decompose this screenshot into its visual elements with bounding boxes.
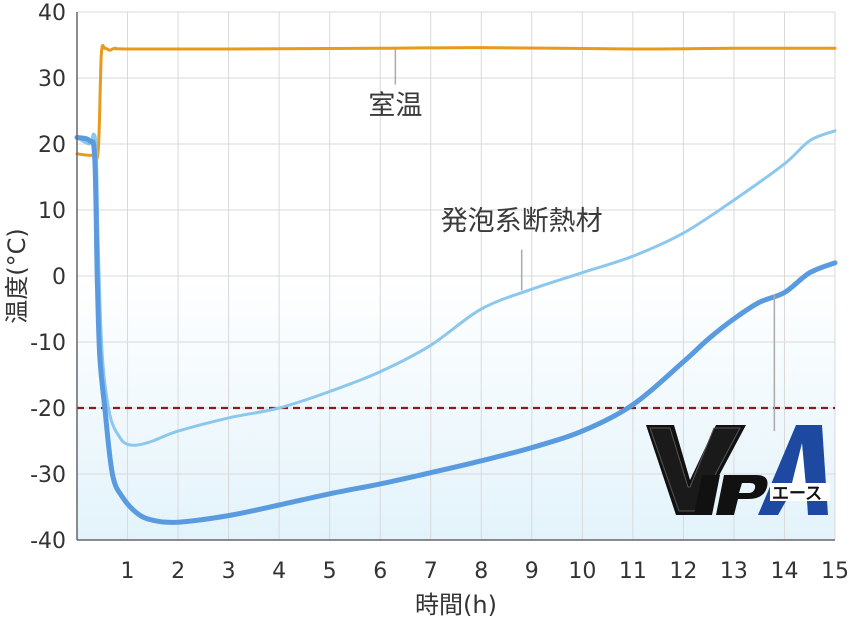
x-tick-label: 13 — [720, 559, 748, 584]
x-tick-label: 2 — [171, 559, 185, 584]
x-tick-label: 8 — [474, 559, 488, 584]
y-tick-label: 30 — [38, 67, 66, 92]
y-tick-label: -40 — [30, 529, 66, 554]
y-tick-label: 10 — [38, 199, 66, 224]
x-tick-label: 14 — [770, 559, 798, 584]
x-tick-label: 9 — [525, 559, 539, 584]
y-tick-label: -30 — [30, 463, 66, 488]
y-tick-label: 20 — [38, 133, 66, 158]
series-layer — [74, 44, 838, 525]
y-axis-label: 温度(°C) — [3, 228, 31, 323]
y-tick-label: -20 — [30, 397, 66, 422]
y-tick-label: 40 — [38, 1, 66, 26]
x-tick-label: 5 — [323, 559, 337, 584]
annotation-room-temp: 室温 — [368, 90, 422, 121]
x-tick-label: 1 — [121, 559, 135, 584]
x-tick-label: 6 — [373, 559, 387, 584]
x-tick-label: 15 — [821, 559, 849, 584]
y-tick-label: -10 — [30, 331, 66, 356]
svg-text:エース: エース — [772, 484, 822, 504]
x-tick-label: 4 — [272, 559, 286, 584]
annotations: 室温 発泡系断熱材 — [368, 48, 776, 432]
x-tick-label: 10 — [568, 559, 596, 584]
x-axis-label: 時間(h) — [415, 591, 497, 619]
vip-ace-logo: エース — [646, 425, 830, 515]
series-line-vip-ace — [74, 134, 838, 525]
annotation-foam-insulation: 発泡系断熱材 — [441, 206, 603, 237]
x-tick-label: 7 — [424, 559, 438, 584]
x-tick-label: 12 — [669, 559, 697, 584]
x-tick-label: 3 — [222, 559, 236, 584]
y-tick-label: 0 — [52, 265, 66, 290]
x-tick-label: 11 — [619, 559, 647, 584]
series-line-room-temp — [75, 44, 837, 161]
